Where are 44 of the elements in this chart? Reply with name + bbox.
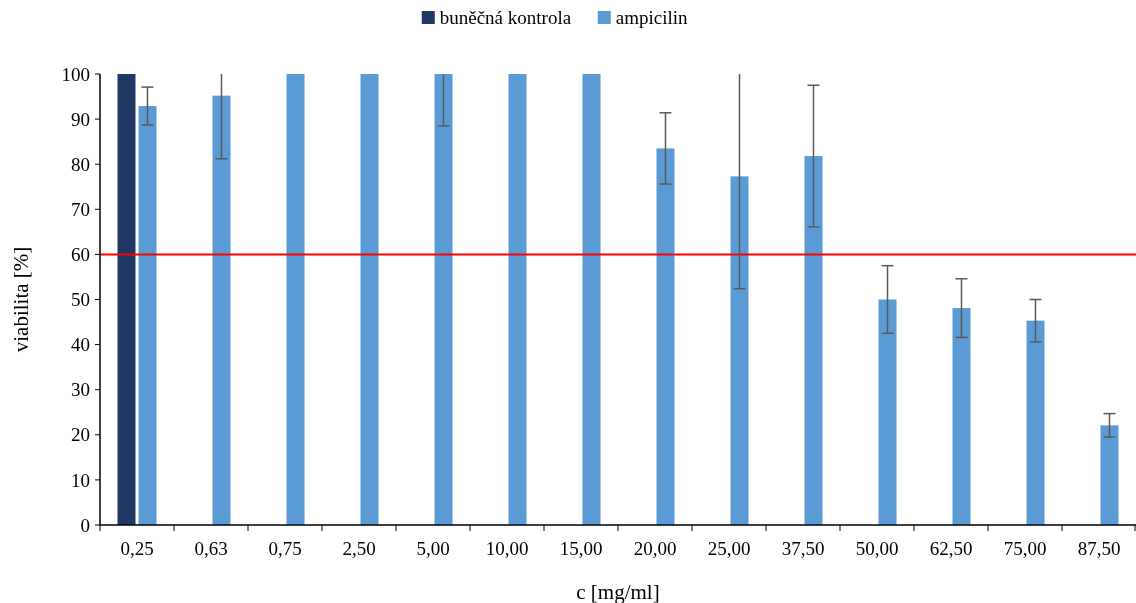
- bar: [434, 74, 453, 525]
- x-tick-label: 0,75: [268, 538, 302, 559]
- x-tick-label: 62,50: [929, 538, 973, 559]
- y-tick-label: 40: [71, 334, 90, 356]
- bar: [212, 95, 231, 525]
- bar: [360, 74, 379, 525]
- y-tick-label: 90: [71, 108, 90, 130]
- x-tick-label: 25,00: [707, 538, 751, 559]
- bar: [286, 74, 305, 525]
- x-tick-label: 0,25: [120, 538, 154, 559]
- y-tick-label: 30: [71, 379, 90, 401]
- y-tick-label: 80: [71, 153, 90, 175]
- bar: [730, 176, 749, 525]
- bar: [656, 148, 675, 525]
- bar: [508, 74, 527, 525]
- x-tick-label: 50,00: [855, 538, 899, 559]
- y-tick-label: 20: [71, 424, 90, 446]
- x-tick-label: 87,50: [1077, 538, 1121, 559]
- bar: [138, 106, 157, 525]
- x-axis-title: c [mg/ml]: [576, 580, 660, 603]
- x-tick-label: 37,50: [781, 538, 825, 559]
- bar: [952, 308, 971, 525]
- bar: [1100, 425, 1119, 525]
- bar: [878, 299, 897, 525]
- x-tick-label: 75,00: [1003, 538, 1047, 559]
- x-tick-label: 5,00: [416, 538, 450, 559]
- bar: [1026, 320, 1045, 525]
- x-tick-label: 20,00: [633, 538, 677, 559]
- legend-label: ampicilin: [615, 7, 689, 28]
- y-tick-label: 10: [71, 469, 90, 491]
- y-tick-label: 100: [61, 63, 90, 85]
- bar: [117, 74, 136, 525]
- legend-label: buněčná kontrola: [439, 7, 572, 28]
- bar: [582, 74, 601, 525]
- x-tick-label: 0,63: [194, 538, 228, 559]
- y-axis-title: viabilita [%]: [9, 246, 33, 353]
- bar: [804, 156, 823, 525]
- y-tick-label: 0: [80, 514, 90, 536]
- x-tick-label: 2,50: [342, 538, 376, 559]
- x-tick-label: 15,00: [559, 538, 603, 559]
- y-tick-label: 70: [71, 198, 90, 220]
- x-tick-label: 10,00: [485, 538, 529, 559]
- y-tick-label: 50: [71, 289, 90, 311]
- y-tick-label: 60: [71, 244, 90, 266]
